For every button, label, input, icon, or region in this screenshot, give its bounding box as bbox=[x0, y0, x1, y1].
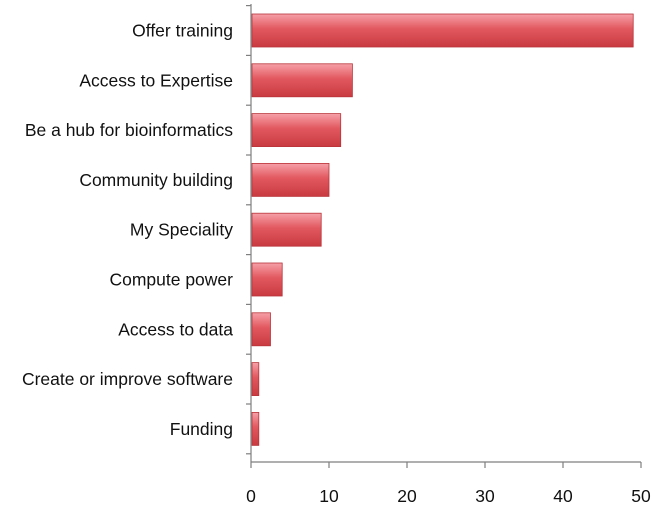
category-label: Funding bbox=[170, 419, 233, 439]
bar-4 bbox=[251, 212, 322, 247]
bar-6 bbox=[251, 312, 271, 347]
x-tick-label: 50 bbox=[631, 486, 651, 506]
bars-layer bbox=[251, 13, 634, 446]
category-label: Be a hub for bioinformatics bbox=[25, 120, 233, 140]
bar-5 bbox=[251, 262, 283, 297]
x-tick-label: 40 bbox=[553, 486, 573, 506]
category-label: My Speciality bbox=[130, 220, 233, 240]
category-label: Offer training bbox=[132, 21, 233, 41]
category-label: Create or improve software bbox=[22, 369, 233, 389]
bar-0 bbox=[251, 13, 634, 48]
x-tick-label: 0 bbox=[246, 486, 256, 506]
category-label: Community building bbox=[79, 170, 233, 190]
category-label: Access to data bbox=[118, 319, 233, 339]
x-axis: 0 10 20 30 40 50 bbox=[246, 4, 651, 506]
bar-3 bbox=[251, 162, 330, 197]
x-tick-label: 20 bbox=[397, 486, 417, 506]
bar-8 bbox=[251, 411, 260, 446]
x-tick-label: 30 bbox=[475, 486, 495, 506]
x-tick-label: 10 bbox=[319, 486, 339, 506]
bar-2 bbox=[251, 113, 342, 147]
category-label: Compute power bbox=[109, 270, 233, 290]
bar-7 bbox=[251, 362, 260, 397]
category-label: Access to Expertise bbox=[79, 70, 233, 90]
category-labels: Offer training Access to Expertise Be a hu… bbox=[22, 21, 233, 439]
bar-1 bbox=[251, 63, 353, 98]
